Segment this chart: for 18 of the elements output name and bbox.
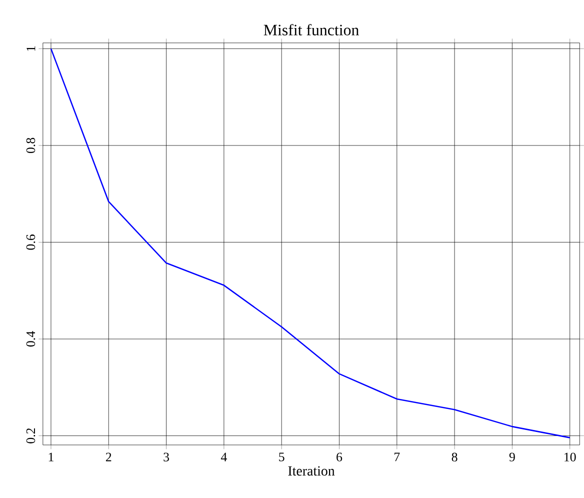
y-tick-label: 0.6: [26, 234, 36, 250]
y-tick-label: 1: [26, 46, 36, 51]
x-tick-label: 7: [394, 452, 400, 462]
x-tick-label: 1: [48, 452, 54, 462]
x-tick-label: 4: [220, 452, 227, 462]
chart-title: Misfit function: [264, 24, 359, 36]
x-axis-title: Iteration: [288, 466, 335, 476]
y-tick-label: 0.4: [26, 331, 36, 347]
x-tick-label: 9: [509, 452, 515, 462]
x-tick-label: 2: [106, 452, 112, 462]
x-tick-label: 5: [279, 452, 284, 462]
y-tick-label: 0.8: [26, 138, 36, 154]
x-tick-label: 6: [336, 452, 342, 462]
x-tick-label: 8: [452, 452, 458, 462]
line-series: [50, 48, 570, 438]
y-tick-label: 0.2: [26, 428, 36, 444]
x-tick-label: 3: [164, 452, 170, 462]
x-tick-label: 10: [564, 452, 576, 462]
